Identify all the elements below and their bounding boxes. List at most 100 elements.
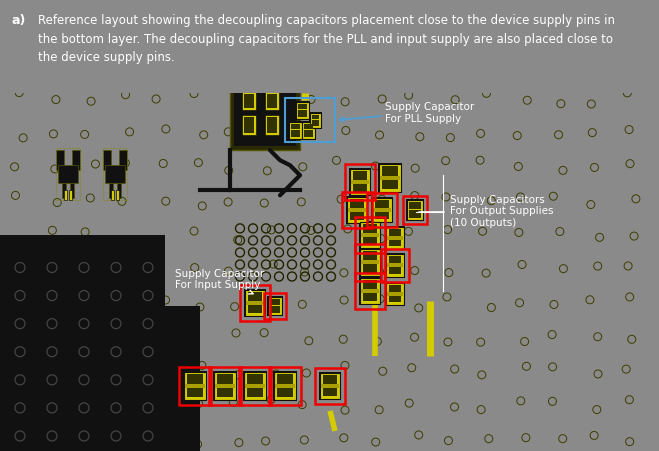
Bar <box>389 285 401 292</box>
Bar <box>265 116 279 136</box>
Text: Supply Capacitor
For Input Supply: Supply Capacitor For Input Supply <box>175 268 264 295</box>
Bar <box>240 285 270 321</box>
Bar <box>187 374 203 384</box>
Bar <box>69 191 72 201</box>
Bar <box>230 86 300 151</box>
Bar <box>267 118 277 134</box>
Bar <box>243 371 267 401</box>
Bar <box>323 385 337 396</box>
Bar <box>297 104 306 110</box>
Bar <box>215 384 235 388</box>
Bar <box>346 197 368 225</box>
Bar <box>386 228 404 250</box>
Bar <box>301 121 316 140</box>
Bar <box>310 113 320 129</box>
Bar <box>270 299 280 305</box>
Bar <box>267 296 283 316</box>
Bar <box>351 181 369 185</box>
Bar <box>269 367 301 405</box>
Bar <box>242 93 256 111</box>
Bar <box>244 289 266 317</box>
Bar <box>371 198 393 224</box>
Bar <box>312 121 318 126</box>
Bar <box>409 211 421 219</box>
Bar <box>320 373 340 399</box>
Bar <box>105 166 125 184</box>
Bar <box>321 384 339 388</box>
Bar <box>406 200 424 222</box>
Bar <box>403 197 427 225</box>
Bar <box>185 384 205 388</box>
Bar <box>378 164 402 194</box>
Bar <box>246 301 264 305</box>
Bar <box>56 151 64 171</box>
Bar <box>360 250 380 276</box>
Bar <box>302 122 314 139</box>
Bar <box>361 234 379 238</box>
Text: a): a) <box>12 14 26 27</box>
Bar <box>361 261 379 265</box>
Bar <box>268 297 282 315</box>
Bar <box>183 371 207 401</box>
Bar <box>213 371 237 401</box>
Bar <box>350 210 364 221</box>
Text: Supply Capacitors
For Output Supplies
(10 Outputs): Supply Capacitors For Output Supplies (1… <box>418 194 554 227</box>
Bar <box>389 257 401 264</box>
Bar <box>407 201 423 221</box>
Text: Supply Capacitor
For PLL Supply: Supply Capacitor For PLL Supply <box>340 102 474 124</box>
Bar <box>62 184 66 199</box>
Bar <box>119 151 127 171</box>
Bar <box>382 178 398 190</box>
Bar <box>234 90 296 147</box>
Bar <box>363 290 377 301</box>
Bar <box>375 201 389 209</box>
Bar <box>291 131 299 138</box>
Bar <box>373 209 391 213</box>
Bar <box>285 99 335 143</box>
Bar <box>363 280 377 289</box>
Bar <box>367 194 397 228</box>
Bar <box>312 115 318 120</box>
Bar <box>345 165 375 201</box>
Bar <box>103 149 127 201</box>
Bar <box>363 252 377 261</box>
Bar <box>355 273 385 309</box>
Bar <box>103 151 111 171</box>
Bar <box>389 230 401 237</box>
Bar <box>244 372 266 400</box>
Bar <box>353 182 367 193</box>
Bar <box>56 149 80 201</box>
Bar <box>289 122 302 139</box>
Bar <box>385 227 405 251</box>
Bar <box>116 191 119 201</box>
Bar <box>308 112 322 129</box>
Bar <box>342 193 372 229</box>
Bar <box>355 218 385 254</box>
Bar <box>295 101 310 120</box>
Bar <box>179 367 211 405</box>
Bar <box>323 375 337 384</box>
Bar <box>387 292 403 296</box>
Bar <box>64 191 67 201</box>
Bar <box>248 302 262 313</box>
Bar <box>297 111 306 117</box>
Bar <box>117 184 121 199</box>
Bar <box>379 165 401 193</box>
Bar <box>274 372 296 400</box>
Bar <box>363 262 377 273</box>
Bar <box>247 385 263 397</box>
Bar <box>347 198 367 224</box>
Bar <box>382 167 398 177</box>
Bar <box>239 367 271 405</box>
Bar <box>381 250 409 282</box>
Bar <box>389 238 401 247</box>
Bar <box>111 191 114 201</box>
Bar <box>380 177 400 181</box>
Bar <box>386 283 404 305</box>
Bar <box>109 184 113 199</box>
Bar <box>387 264 403 268</box>
Bar <box>360 278 380 304</box>
Bar <box>273 371 297 401</box>
Bar <box>386 255 404 277</box>
Bar <box>245 384 265 388</box>
